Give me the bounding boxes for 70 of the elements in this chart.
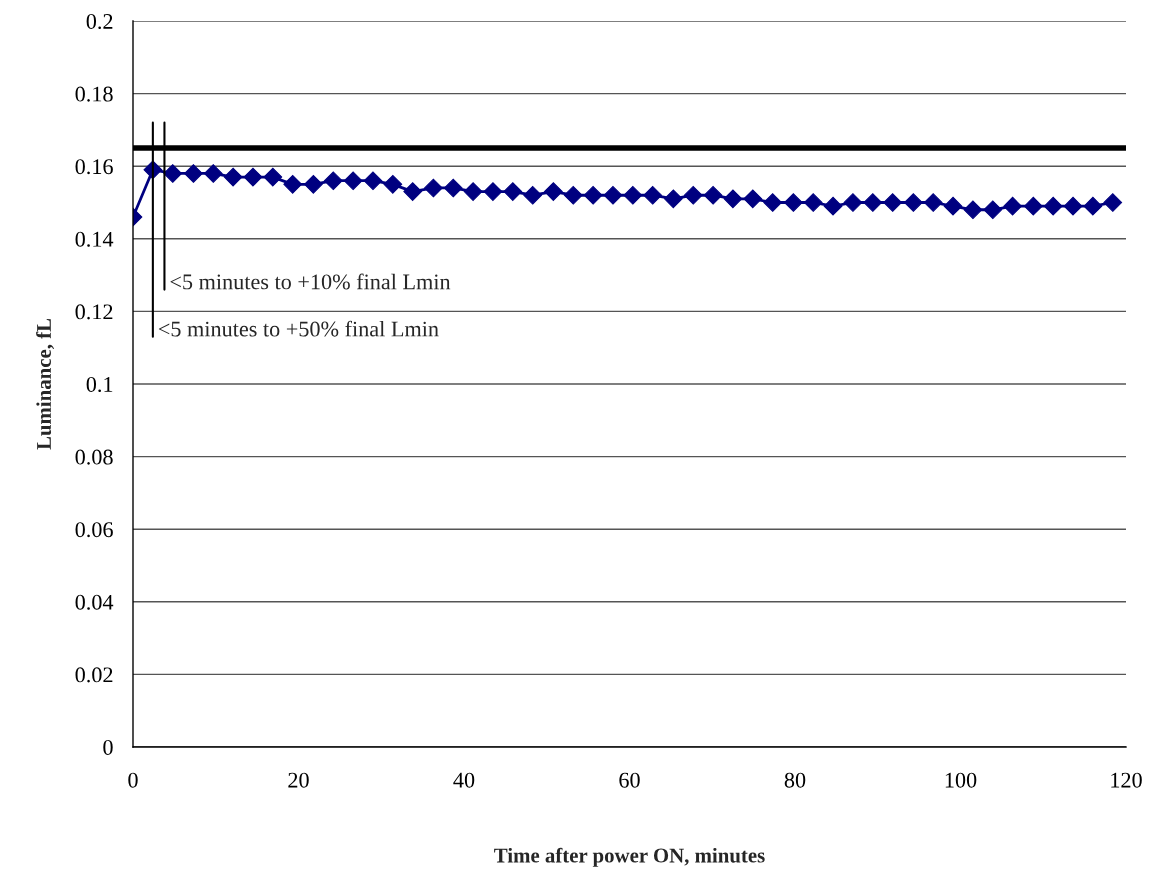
x-tick-label: 100 bbox=[945, 772, 977, 788]
point bbox=[883, 193, 902, 212]
point bbox=[563, 185, 583, 205]
point bbox=[743, 189, 763, 209]
y-tick-label: 0.08 bbox=[75, 449, 113, 465]
point bbox=[763, 193, 783, 212]
point bbox=[683, 185, 703, 205]
point bbox=[203, 164, 223, 183]
point bbox=[1083, 196, 1103, 216]
point bbox=[223, 167, 243, 187]
point bbox=[1103, 193, 1123, 212]
point bbox=[163, 164, 183, 183]
point bbox=[184, 164, 203, 183]
point bbox=[723, 189, 743, 209]
point bbox=[503, 182, 523, 201]
x-tick-label: 40 bbox=[453, 772, 475, 788]
y-tick-label: 0.12 bbox=[75, 304, 113, 320]
point bbox=[383, 174, 403, 194]
point bbox=[703, 185, 723, 205]
point bbox=[424, 178, 443, 198]
point bbox=[903, 193, 923, 212]
point bbox=[1023, 196, 1043, 216]
point bbox=[963, 200, 983, 220]
point bbox=[363, 171, 383, 191]
x-tick-label: 20 bbox=[288, 772, 309, 788]
point bbox=[823, 196, 843, 216]
x-tick-label: 120 bbox=[1111, 772, 1142, 788]
y-tick-label: 0.18 bbox=[75, 86, 113, 102]
ref-line-label: <5 minutes to +50% final Lmin bbox=[158, 320, 439, 337]
point bbox=[283, 174, 303, 194]
point bbox=[463, 182, 483, 201]
x-tick-label: 60 bbox=[619, 772, 640, 788]
point bbox=[263, 167, 283, 187]
x-tick-label: 0 bbox=[128, 772, 138, 788]
point bbox=[643, 185, 663, 205]
x-tick-label: 80 bbox=[784, 772, 806, 788]
y-tick-label: 0.16 bbox=[75, 159, 113, 175]
point bbox=[544, 182, 563, 201]
point bbox=[1003, 196, 1022, 216]
point bbox=[923, 193, 943, 212]
y-tick-label: 0.14 bbox=[75, 231, 114, 247]
y-tick-label: 0.1 bbox=[86, 376, 113, 393]
ref-line-label: <5 minutes to +10% final Lmin bbox=[170, 273, 451, 290]
point bbox=[983, 200, 1003, 220]
point bbox=[664, 189, 683, 209]
point bbox=[523, 185, 543, 205]
point bbox=[443, 178, 463, 198]
point bbox=[483, 182, 503, 201]
point bbox=[783, 193, 803, 212]
point bbox=[403, 182, 423, 201]
y-tick-label: 0.2 bbox=[86, 13, 113, 30]
y-tick-label: 0.06 bbox=[75, 522, 113, 538]
point bbox=[1063, 196, 1083, 216]
point bbox=[323, 171, 343, 191]
x-axis-title: Time after power ON, minutes bbox=[494, 847, 765, 867]
point bbox=[863, 193, 883, 212]
point bbox=[304, 174, 323, 194]
point bbox=[843, 193, 863, 212]
point bbox=[603, 185, 623, 205]
point bbox=[343, 171, 363, 191]
point bbox=[583, 185, 603, 205]
y-tick-label: 0.04 bbox=[75, 594, 114, 610]
point bbox=[943, 196, 963, 216]
y-axis-title: Luminance, fL bbox=[36, 318, 55, 450]
y-tick-label: 0.02 bbox=[75, 667, 113, 683]
point bbox=[243, 167, 263, 187]
point bbox=[1043, 196, 1063, 216]
point bbox=[623, 185, 643, 205]
y-tick-label: 0 bbox=[103, 739, 113, 755]
point bbox=[803, 193, 823, 212]
